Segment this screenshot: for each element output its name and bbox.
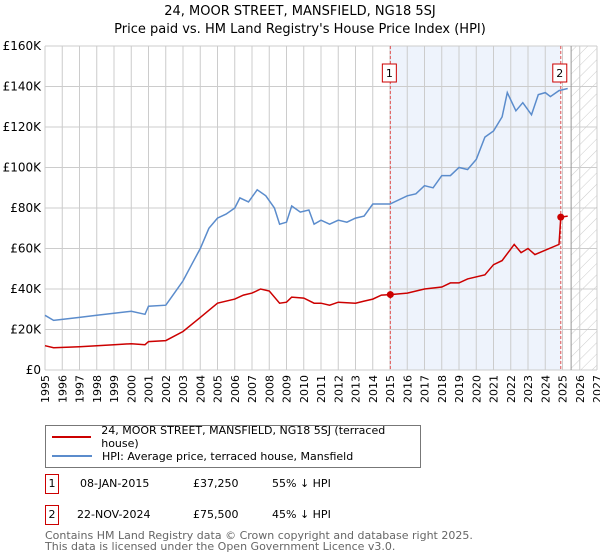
- x-tick-label: 1995: [39, 375, 52, 403]
- legend-label-property: 24, MOOR STREET, MANSFIELD, NG18 5SJ (te…: [101, 424, 386, 450]
- legend-item-hpi: HPI: Average price, terraced house, Mans…: [52, 448, 353, 464]
- x-tick-label: 2021: [488, 375, 501, 403]
- x-tick-label: 2022: [505, 375, 518, 403]
- transaction-delta: 55% ↓ HPI: [272, 477, 331, 490]
- sale-point: [557, 213, 565, 221]
- property-line: [44, 215, 568, 349]
- legend: 24, MOOR STREET, MANSFIELD, NG18 5SJ (te…: [45, 424, 421, 468]
- x-tick-label: 2006: [229, 375, 242, 403]
- transaction-delta: 45% ↓ HPI: [272, 508, 331, 521]
- x-tick-label: 2009: [281, 375, 294, 403]
- footer-line-1: Contains HM Land Registry data © Crown c…: [45, 529, 473, 542]
- x-tick-label: 2025: [557, 375, 570, 403]
- x-tick-label: 1999: [108, 375, 121, 403]
- transaction-date: 08-JAN-2015: [80, 477, 150, 490]
- y-tick-label: £40K: [10, 282, 42, 296]
- transaction-price: £75,500: [193, 508, 239, 521]
- x-tick-label: 2000: [125, 375, 138, 403]
- y-tick-label: £60K: [10, 242, 42, 256]
- y-tick-label: £80K: [10, 201, 42, 215]
- x-tick-label: 1996: [56, 375, 69, 403]
- x-tick-label: 1998: [91, 375, 104, 403]
- x-tick-label: 2003: [177, 375, 190, 403]
- y-tick-label: £100K: [3, 161, 43, 175]
- y-tick-label: £120K: [3, 120, 43, 134]
- x-tick-label: 2027: [591, 375, 600, 403]
- transaction-marker: 2: [45, 505, 59, 525]
- chart-title: 24, MOOR STREET, MANSFIELD, NG18 5SJ: [164, 4, 436, 19]
- x-tick-label: 2016: [401, 375, 414, 403]
- x-tick-label: 2011: [315, 375, 328, 403]
- transaction-row: 1 08-JAN-2015 £37,250 55% ↓ HPI: [45, 474, 445, 496]
- sale-point: [386, 291, 394, 299]
- x-tick-label: 2002: [160, 375, 173, 403]
- y-tick-label: £160K: [3, 39, 43, 53]
- x-tick-label: 2026: [574, 375, 587, 403]
- x-tick-label: 2024: [539, 375, 552, 403]
- legend-label-hpi: HPI: Average price, terraced house, Mans…: [102, 449, 354, 463]
- y-tick-label: £140K: [3, 80, 43, 94]
- marker-box: [552, 63, 568, 83]
- price-chart: 1995 1996 1997 1998 1999 2000 2001 2002 2003 2004…: [3, 39, 600, 403]
- marker-label: 1: [386, 67, 393, 80]
- x-tick-label: 2008: [263, 375, 276, 403]
- x-tick-label: 2019: [453, 375, 466, 403]
- x-tick-label: 2004: [194, 375, 207, 403]
- footer: Contains HM Land Registry data © Crown c…: [45, 530, 473, 552]
- y-tick-label: £20K: [10, 323, 42, 337]
- x-tick-label: 2012: [332, 375, 345, 403]
- x-tick-label: 2013: [350, 375, 363, 403]
- x-tick-label: 2001: [143, 375, 156, 403]
- legend-swatch-property: [52, 436, 92, 438]
- footer-line-2: This data is licensed under the Open Gov…: [45, 540, 396, 553]
- x-tick-label: 2014: [367, 375, 380, 403]
- transaction-marker: 1: [45, 474, 59, 494]
- x-tick-label: 2007: [246, 375, 259, 403]
- hpi-line: [44, 87, 568, 322]
- transaction-date: 22-NOV-2024: [77, 508, 151, 521]
- y-tick-label: £0: [26, 363, 41, 377]
- x-tick-label: 2018: [436, 375, 449, 403]
- x-tick-label: 2023: [522, 375, 535, 403]
- transaction-price: £37,250: [193, 477, 239, 490]
- x-tick-label: 2005: [212, 375, 225, 403]
- x-tick-label: 2017: [419, 375, 432, 403]
- x-tick-label: 1997: [74, 375, 87, 403]
- x-tick-label: 2010: [298, 375, 311, 403]
- chart-subtitle: Price paid vs. HM Land Registry's House …: [114, 22, 486, 37]
- transaction-row: 2 22-NOV-2024 £75,500 45% ↓ HPI: [45, 505, 445, 527]
- legend-item-property: 24, MOOR STREET, MANSFIELD, NG18 5SJ (te…: [52, 424, 420, 450]
- legend-swatch-hpi: [52, 455, 92, 457]
- x-tick-label: 2015: [384, 375, 397, 403]
- marker-box: [381, 63, 397, 83]
- x-tick-label: 2020: [470, 375, 483, 403]
- marker-label: 2: [556, 67, 563, 80]
